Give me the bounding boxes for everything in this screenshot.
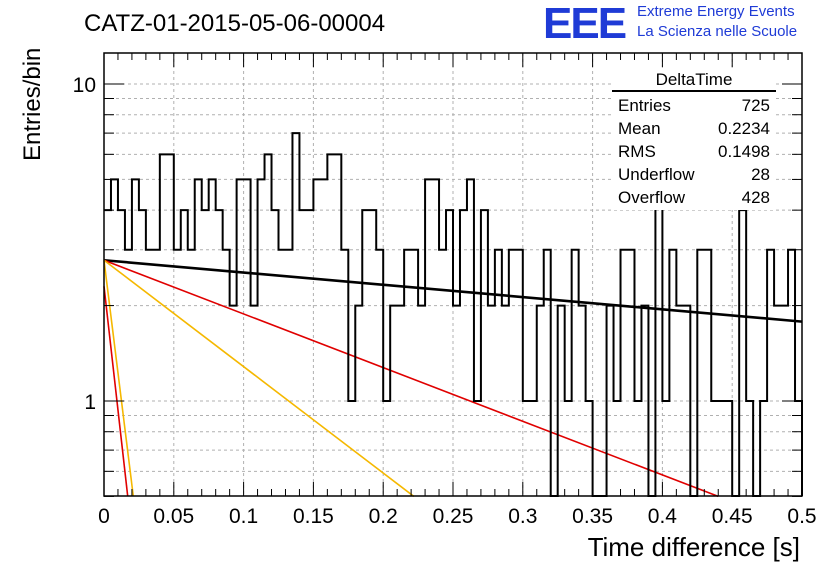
- stats-value: 28: [751, 165, 770, 184]
- fit-curve-3: [103, 260, 135, 497]
- x-axis-label: Time difference [s]: [587, 532, 800, 562]
- stats-label: Entries: [618, 96, 671, 115]
- histogram-steps: [104, 132, 803, 497]
- x-tick-label: 0.2: [369, 505, 398, 528]
- stats-value: 725: [741, 96, 770, 115]
- fit-curve-2: [103, 259, 415, 498]
- y-tick-label: 10: [73, 74, 96, 97]
- x-tick-label: 0.3: [508, 505, 537, 528]
- stats-label: Mean: [618, 119, 661, 138]
- y-tick-label: 1: [84, 391, 96, 414]
- stats-label: Overflow: [618, 188, 686, 207]
- stats-label: Underflow: [618, 165, 695, 184]
- stats-title: DeltaTime: [612, 70, 776, 92]
- fit-curve-4: [103, 286, 129, 497]
- x-tick-label: 0.45: [712, 505, 753, 528]
- histogram: [104, 132, 803, 497]
- x-tick-label: 0: [98, 505, 110, 528]
- stats-box: DeltaTime Entries 725 Mean 0.2234 RMS 0.149…: [612, 70, 776, 210]
- grid-lines: [104, 53, 802, 496]
- stats-value: 0.1498: [718, 142, 770, 161]
- stats-row-underflow: Underflow 28: [612, 163, 776, 186]
- stats-value: 0.2234: [718, 119, 770, 138]
- fit-curve-1: [103, 259, 719, 498]
- x-tick-label: 0.4: [648, 505, 678, 528]
- x-tick-label: 0.1: [229, 505, 258, 528]
- x-tick-label: 0.15: [293, 505, 334, 528]
- stats-row-mean: Mean 0.2234: [612, 117, 776, 140]
- stats-label: RMS: [618, 142, 656, 161]
- stats-row-entries: Entries 725: [612, 94, 776, 117]
- eee-logo: EEE: [543, 0, 627, 48]
- stats-row-overflow: Overflow 428: [612, 186, 776, 209]
- y-axis-label: Entries/bin: [19, 47, 46, 161]
- stats-value: 428: [741, 188, 770, 207]
- logo-subtitle-2: La Scienza nelle Scuole: [637, 23, 798, 40]
- x-tick-label: 0.05: [153, 505, 194, 528]
- logo-subtitle-1: Extreme Energy Events: [637, 3, 795, 20]
- x-tick-label: 0.25: [433, 505, 474, 528]
- x-tick-label: 0.5: [787, 505, 816, 528]
- axes: 0 0.05 0.1 0.15 0.2 0.25 0.3 0.35 0.4 0.45 0.5 1 10: [73, 53, 817, 528]
- stats-row-rms: RMS 0.1498: [612, 140, 776, 163]
- chart-title: CATZ-01-2015-05-06-00004: [84, 10, 386, 37]
- x-tick-label: 0.35: [572, 505, 613, 528]
